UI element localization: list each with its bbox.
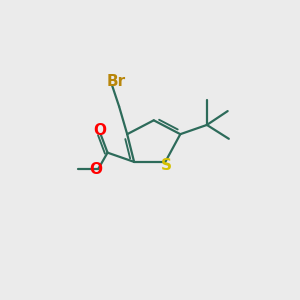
Text: O: O <box>89 163 102 178</box>
Text: S: S <box>160 158 172 173</box>
Text: O: O <box>93 122 106 137</box>
Text: Br: Br <box>107 74 126 89</box>
